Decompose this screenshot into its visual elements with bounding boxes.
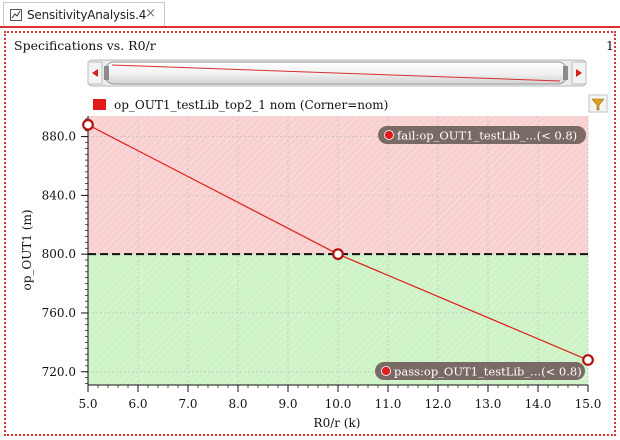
data-point[interactable] — [82, 118, 94, 131]
fail-tag-dot — [384, 130, 394, 140]
tab-sensitivity-analysis[interactable]: SensitivityAnalysis.4 × — [3, 2, 165, 26]
x-axis-label: R0/r (k) — [314, 416, 361, 430]
tab-title: SensitivityAnalysis.4 — [27, 7, 147, 22]
x-tick-label: 9.0 — [278, 397, 297, 411]
x-tick-label: 14.0 — [525, 397, 552, 411]
tab-bar: SensitivityAnalysis.4 × — [0, 0, 620, 28]
x-axis-ticks: 5.0 6.0 7.0 8.0 9.0 10.0 11.0 12.0 13.0 14.0 15.0 — [78, 385, 601, 411]
scroll-right-icon[interactable] — [571, 61, 587, 85]
y-axis-ticks: 720.0 760.0 800.0 840.0 880.0 — [42, 118, 88, 384]
y-tick-label: 760.0 — [42, 306, 76, 320]
filter-icon[interactable] — [588, 94, 608, 113]
chart-title-suffix: 1 — [606, 38, 614, 53]
x-tick-label: 15.0 — [575, 397, 602, 411]
x-tick-label: 11.0 — [375, 397, 402, 411]
pass-tag-dot — [381, 366, 391, 376]
close-icon[interactable]: × — [145, 6, 156, 21]
y-tick-label: 840.0 — [42, 188, 76, 202]
pass-tag-label: pass:op_OUT1_testLib_...(< 0.8) — [394, 365, 582, 379]
legend-label: op_OUT1_testLib_top2_1 nom (Corner=nom) — [114, 98, 388, 112]
chart-title: Specifications vs. R0/r — [14, 38, 156, 53]
scrollbar-right-grip[interactable] — [563, 66, 568, 80]
x-tick-label: 7.0 — [178, 397, 197, 411]
scroll-left-icon[interactable] — [87, 61, 103, 85]
x-tick-label: 10.0 — [325, 397, 352, 411]
range-scrollbar[interactable] — [87, 59, 587, 87]
y-tick-label: 800.0 — [42, 247, 76, 261]
x-tick-label: 12.0 — [425, 397, 452, 411]
document-chart-icon — [10, 8, 22, 21]
y-axis-label: op_OUT1 (m) — [20, 209, 34, 290]
scrollbar-left-grip[interactable] — [104, 66, 109, 80]
series-points — [82, 118, 594, 366]
fail-tag-label: fail:op_OUT1_testLib_...(< 0.8) — [397, 129, 577, 143]
legend-swatch — [93, 99, 106, 110]
x-tick-label: 6.0 — [128, 397, 147, 411]
pass-region-tag: pass:op_OUT1_testLib_...(< 0.8) — [375, 362, 585, 380]
x-tick-label: 13.0 — [475, 397, 502, 411]
x-tick-label: 8.0 — [228, 397, 247, 411]
data-point[interactable] — [582, 354, 594, 366]
fail-region-tag: fail:op_OUT1_testLib_...(< 0.8) — [378, 126, 586, 144]
x-tick-label: 5.0 — [78, 397, 97, 411]
scrollbar-preview-line — [111, 64, 561, 82]
y-tick-label: 880.0 — [42, 130, 76, 144]
data-point[interactable] — [332, 248, 344, 261]
y-tick-label: 720.0 — [42, 365, 76, 379]
